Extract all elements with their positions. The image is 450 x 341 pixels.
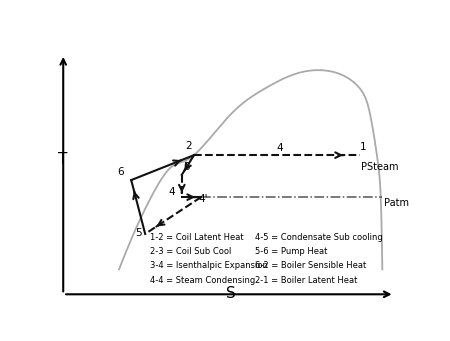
Text: Patm: Patm [384,198,409,208]
Text: 6: 6 [117,167,124,177]
Text: 2-3 = Coil Sub Cool: 2-3 = Coil Sub Cool [150,247,232,256]
Text: 2-1 = Boiler Latent Heat: 2-1 = Boiler Latent Heat [255,276,357,285]
Text: 5: 5 [135,228,141,238]
Text: 1-2 = Coil Latent Heat: 1-2 = Coil Latent Heat [150,233,244,241]
Text: PSteam: PSteam [361,162,399,172]
Text: 4: 4 [168,187,175,197]
Text: S: S [226,286,235,301]
Text: 3: 3 [183,162,189,172]
Text: 6-2 = Boiler Sensible Heat: 6-2 = Boiler Sensible Heat [255,262,366,270]
Text: 1: 1 [360,142,366,152]
Text: 2: 2 [185,141,192,151]
Text: 3-4 = Isenthalpic Expansion: 3-4 = Isenthalpic Expansion [150,262,268,270]
Text: 4': 4' [198,194,207,204]
Text: 4-5 = Condensate Sub cooling: 4-5 = Condensate Sub cooling [255,233,383,241]
Text: T: T [58,152,68,166]
Text: 4-4 = Steam Condensing: 4-4 = Steam Condensing [150,276,256,285]
Text: 4: 4 [276,143,283,152]
Text: 5-6 = Pump Heat: 5-6 = Pump Heat [255,247,328,256]
